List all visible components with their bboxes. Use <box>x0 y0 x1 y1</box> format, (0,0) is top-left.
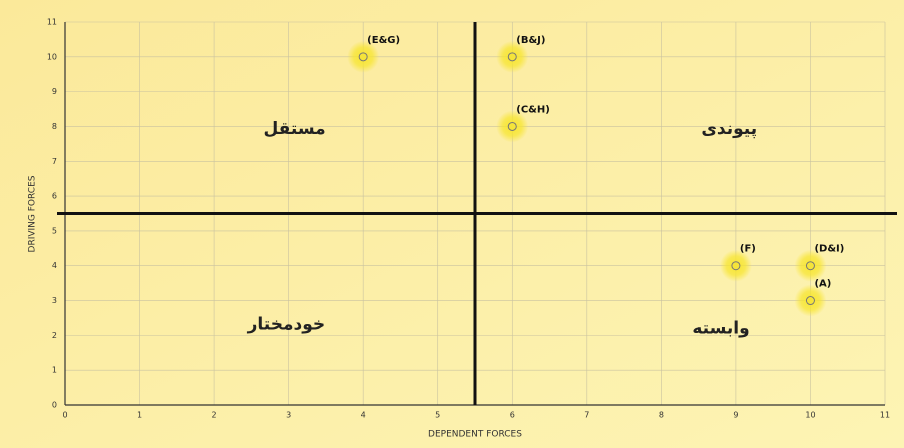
y-tick-label: 1 <box>52 366 57 375</box>
quadrant-label: وابسته <box>692 318 749 338</box>
point-label: (C&H) <box>516 104 550 115</box>
point-label: (D&I) <box>814 244 844 255</box>
y-tick-label: 3 <box>52 296 57 305</box>
y-tick-label: 2 <box>52 331 57 340</box>
y-tick-label: 6 <box>52 192 57 201</box>
point <box>507 52 517 62</box>
y-tick-label: 11 <box>47 18 57 27</box>
x-axis-label: DEPENDENT FORCES <box>428 430 522 440</box>
x-tick-label: 6 <box>510 411 515 420</box>
point <box>358 52 368 62</box>
x-tick-label: 8 <box>659 411 664 420</box>
quadrant-label: مستقل <box>264 119 326 139</box>
point-label: (F) <box>740 244 756 255</box>
y-tick-label: 0 <box>52 401 57 410</box>
x-tick-label: 2 <box>212 411 217 420</box>
point-label: (A) <box>814 279 831 290</box>
point-label: (B&J) <box>516 35 545 46</box>
x-tick-label: 7 <box>584 411 589 420</box>
x-tick-label: 11 <box>880 411 890 420</box>
point-label: (E&G) <box>367 35 400 46</box>
y-tick-label: 4 <box>52 261 57 270</box>
point <box>805 261 815 271</box>
x-tick-label: 9 <box>733 411 738 420</box>
y-tick-label: 10 <box>47 52 57 61</box>
point <box>805 296 815 306</box>
quadrant-label: پیوندی <box>701 119 757 139</box>
y-tick-label: 7 <box>52 157 57 166</box>
x-tick-label: 4 <box>361 411 366 420</box>
y-tick-label: 5 <box>52 226 57 235</box>
x-tick-label: 3 <box>286 411 291 420</box>
x-tick-label: 5 <box>435 411 440 420</box>
quadrant-label: خودمختار <box>247 315 326 335</box>
x-tick-label: 1 <box>137 411 142 420</box>
y-tick-label: 9 <box>52 87 57 96</box>
x-tick-label: 0 <box>62 411 67 420</box>
point <box>731 261 741 271</box>
y-tick-label: 8 <box>52 122 57 131</box>
y-axis-label: DRIVING FORCES <box>28 175 38 252</box>
x-tick-label: 10 <box>805 411 815 420</box>
point <box>507 121 517 131</box>
